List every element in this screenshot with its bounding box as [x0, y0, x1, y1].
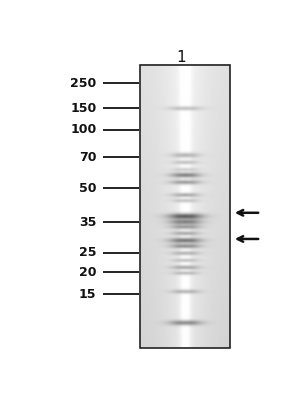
Text: 100: 100 — [70, 123, 97, 136]
Text: 35: 35 — [79, 216, 97, 228]
Text: 250: 250 — [70, 77, 97, 90]
Text: 20: 20 — [79, 266, 97, 279]
Text: 1: 1 — [176, 50, 186, 65]
Text: 25: 25 — [79, 246, 97, 259]
Text: 70: 70 — [79, 151, 97, 164]
Text: 150: 150 — [70, 102, 97, 114]
Bar — [141, 65, 230, 348]
Text: 50: 50 — [79, 182, 97, 195]
Text: 15: 15 — [79, 288, 97, 301]
